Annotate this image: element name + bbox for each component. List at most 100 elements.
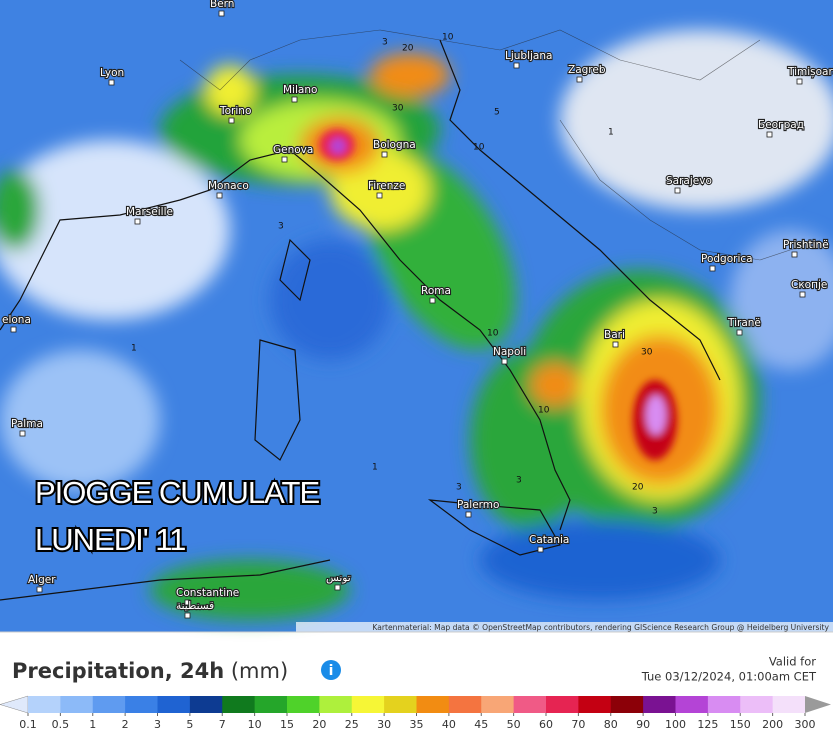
- scale-label: 5: [186, 718, 193, 731]
- contour-labels: 3 20 10 30 5 10 3 1 1 10 30 10 20 3 3 1 3: [131, 33, 658, 517]
- city-label: Podgorica: [701, 253, 753, 265]
- scale-label: 300: [795, 718, 816, 731]
- city-marker: [184, 612, 191, 619]
- scale-label: 0.1: [19, 718, 37, 731]
- city-marker: [709, 265, 716, 272]
- attribution: Kartenmaterial: Map data © OpenStreetMap…: [372, 623, 829, 632]
- contour-label: 1: [372, 463, 378, 473]
- scale-swatch: [60, 696, 94, 713]
- scale-swatch: [319, 696, 353, 713]
- city-label: تونس: [326, 572, 351, 584]
- city-marker: [218, 10, 225, 17]
- valid-label: Valid for: [769, 655, 816, 669]
- scale-label: 10: [248, 718, 262, 731]
- city-marker: [429, 297, 436, 304]
- scale-label: 200: [762, 718, 783, 731]
- city-label: Tiranë: [727, 317, 761, 329]
- contour-label: 5: [494, 108, 500, 118]
- scale-label: 45: [474, 718, 488, 731]
- city-marker: [184, 599, 191, 606]
- city-label: قسنطينة: [176, 600, 214, 612]
- scale-label: 20: [312, 718, 326, 731]
- city-label: Monaco: [208, 180, 249, 192]
- city-label: Roma: [421, 285, 451, 297]
- scale-swatch: [351, 696, 385, 713]
- city-marker: [381, 151, 388, 158]
- contour-label: 10: [487, 329, 499, 339]
- attribution-bg: [296, 622, 833, 632]
- contour-label: 3: [278, 222, 284, 232]
- city-marker: [291, 96, 298, 103]
- info-icon-glyph: i: [329, 663, 334, 679]
- precip-peaks: [319, 129, 677, 460]
- overlay-title: LUNEDI' 11: [35, 522, 185, 557]
- city-marker: [799, 291, 806, 298]
- city-marker: [674, 187, 681, 194]
- city-label: Palma: [11, 418, 43, 430]
- borders: [179, 29, 821, 261]
- scale-swatch: [125, 696, 158, 713]
- contour-label: 30: [641, 348, 653, 358]
- scale-swatch: [157, 696, 191, 713]
- scale-label: 0.5: [52, 718, 70, 731]
- city-label: Genova: [273, 144, 313, 156]
- city-marker: [36, 586, 43, 593]
- scale-swatch: [222, 696, 256, 713]
- city-marker: [10, 326, 17, 333]
- color-scale: 0.1 0.5 1 2 3 5 7 10 15 20 25 30 35 40 45 50 60 70 80 90 100…: [0, 695, 831, 731]
- valid-time: Tue 03/12/2024, 01:00am CET: [641, 670, 817, 684]
- scale-swatch: [384, 696, 417, 713]
- contour-label: 3: [516, 476, 522, 486]
- city-marker: [501, 358, 508, 365]
- scale-label: 40: [442, 718, 456, 731]
- scale-swatch: [189, 696, 223, 713]
- city-marker: [766, 131, 773, 138]
- scale-swatch: [740, 696, 774, 713]
- contour-label: 30: [392, 104, 404, 114]
- city-label: elona: [2, 314, 31, 326]
- city-marker: [796, 78, 803, 85]
- scale-swatch: [546, 696, 579, 713]
- city-label: Ljubljana: [505, 50, 552, 62]
- contour-label: 3: [652, 507, 658, 517]
- scale-label: 70: [571, 718, 585, 731]
- city-label: Београд: [758, 119, 804, 131]
- contour-label: 10: [442, 33, 454, 43]
- scale-label: 1: [89, 718, 96, 731]
- info-icon[interactable]: [321, 660, 341, 680]
- scale-swatch: [416, 696, 450, 713]
- scale-swatch: [28, 696, 61, 713]
- scale-label: 125: [697, 718, 718, 731]
- scale-swatch: [92, 696, 126, 713]
- scale-swatch: [772, 696, 806, 713]
- coastlines: [0, 39, 721, 601]
- contour-label: 20: [632, 483, 644, 493]
- scale-swatch: [481, 696, 515, 713]
- city-marker: [216, 192, 223, 199]
- city-label: Sarajevo: [666, 175, 712, 187]
- scale-swatch: [513, 696, 547, 713]
- contour-label: 3: [456, 483, 462, 493]
- city-marker: [281, 156, 288, 163]
- scale-label: 25: [345, 718, 359, 731]
- scale-swatch: [254, 696, 288, 713]
- scale-label: 3: [154, 718, 161, 731]
- scale-swatch: [610, 696, 644, 713]
- city-marker: [465, 511, 472, 518]
- contour-label: 1: [131, 344, 137, 354]
- contour-label: 10: [538, 406, 550, 416]
- legend-title: Precipitation, 24h (mm): [12, 659, 288, 683]
- city-label: Zagreb: [568, 64, 606, 76]
- city-label: Bologna: [373, 139, 416, 151]
- city-label: Palermo: [457, 499, 499, 511]
- city-label: Marseille: [126, 206, 173, 218]
- overlay-title: PIOGGE CUMULATE: [35, 475, 319, 510]
- city-label: Bern: [210, 0, 234, 10]
- city-label: Torino: [219, 105, 251, 117]
- scale-high-arrow: [805, 696, 831, 713]
- city-label: Скопје: [791, 279, 827, 291]
- city-label: Milano: [283, 84, 317, 96]
- scale-label: 30: [377, 718, 391, 731]
- scale-label: 35: [410, 718, 424, 731]
